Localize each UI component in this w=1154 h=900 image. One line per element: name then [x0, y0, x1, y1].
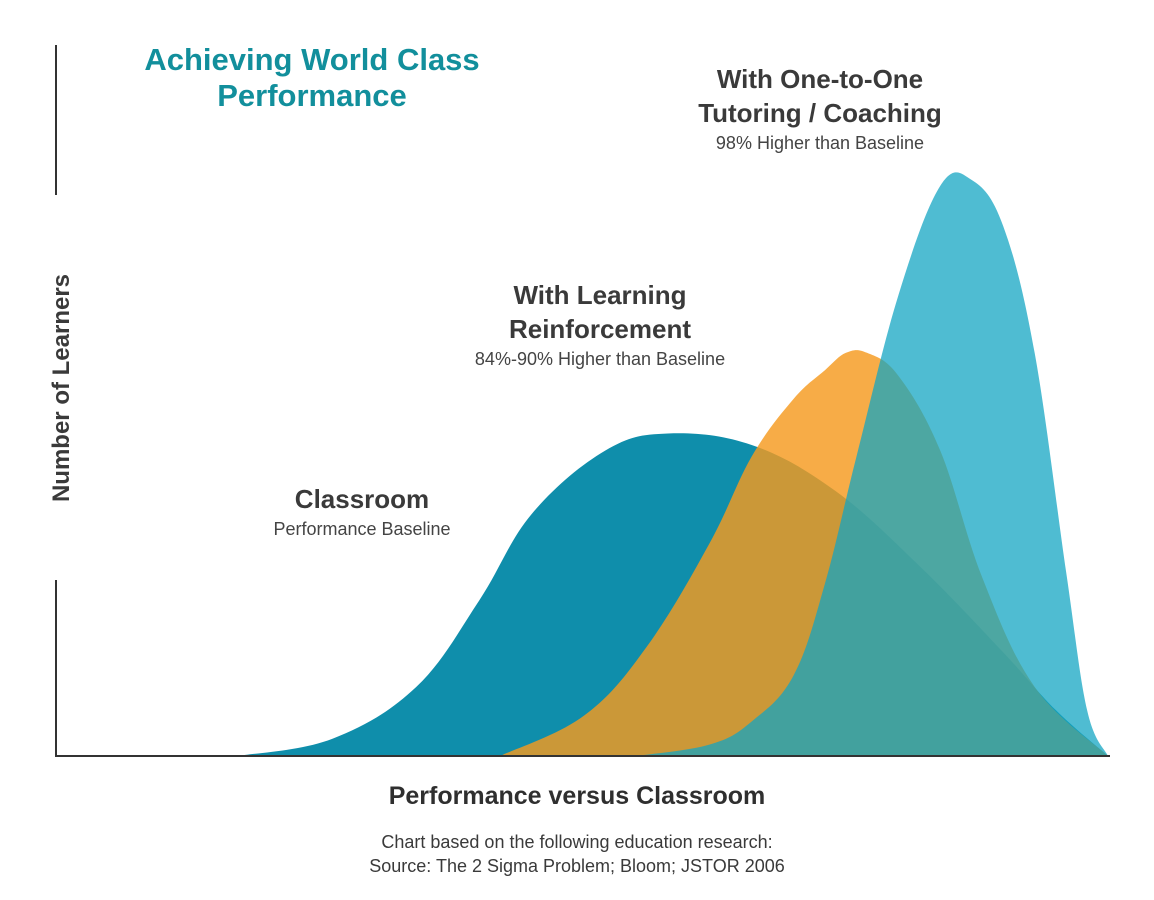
source-line-2: Source: The 2 Sigma Problem; Bloom; JSTO… [369, 856, 785, 876]
series-name-tutoring: With One-to-One Tutoring / Coaching [698, 64, 942, 128]
series-subtitle-reinforcement: 84%-90% Higher than Baseline [474, 349, 726, 369]
chart-title: Achieving World Class Performance [144, 42, 480, 113]
series-name-reinforcement: With Learning Reinforcement [508, 280, 692, 344]
series-subtitle-tutoring: 98% Higher than Baseline [715, 133, 925, 153]
series-name-classroom: Classroom [294, 484, 430, 514]
y-axis-label: Number of Learners [48, 273, 75, 503]
label-tutoring: With One-to-One Tutoring / Coaching 98% … [600, 62, 1040, 156]
series-subtitle-classroom: Performance Baseline [273, 519, 451, 539]
label-reinforcement: With Learning Reinforcement 84%-90% High… [410, 278, 790, 372]
source-note: Chart based on the following education r… [0, 830, 1154, 878]
x-axis-label: Performance versus Classroom [388, 782, 766, 810]
source-line-1: Chart based on the following education r… [381, 832, 773, 852]
label-classroom: Classroom Performance Baseline [222, 482, 502, 542]
area-one-to-one-tutoring [636, 172, 1108, 757]
